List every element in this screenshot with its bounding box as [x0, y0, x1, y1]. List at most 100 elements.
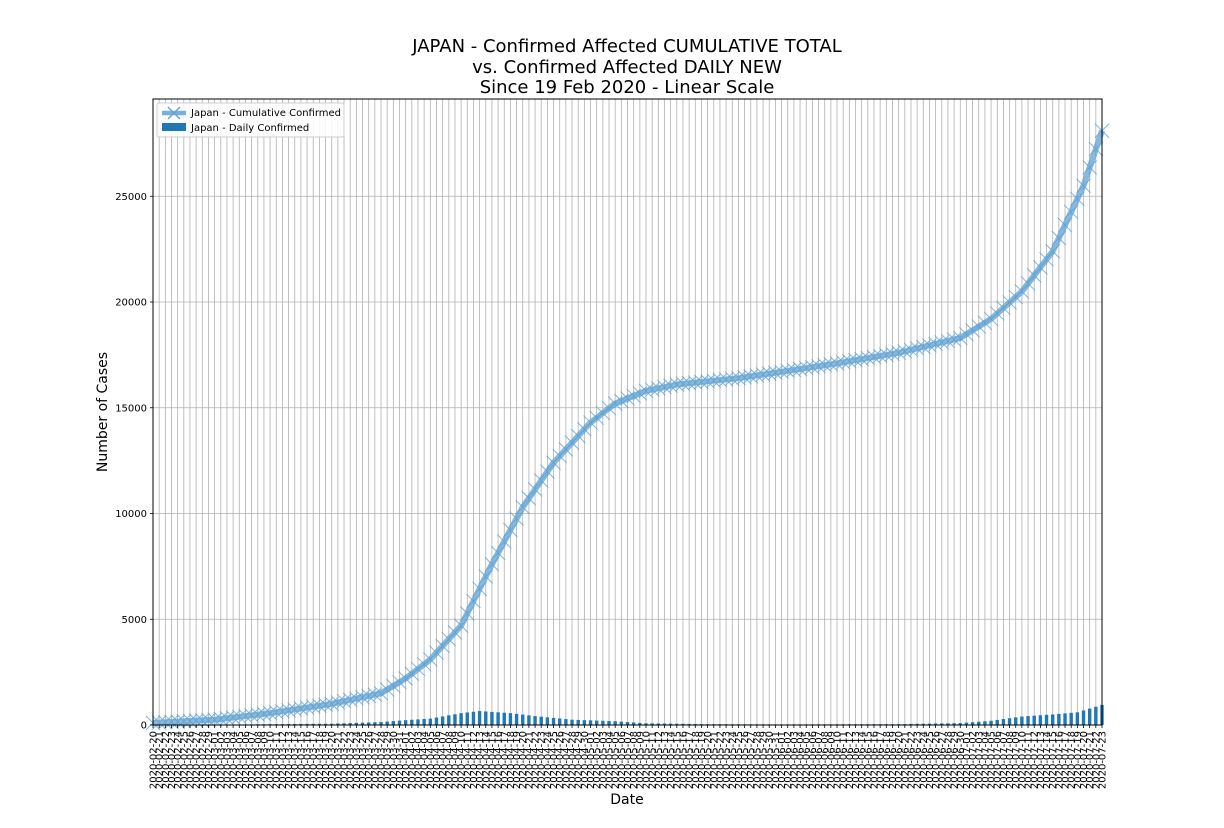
daily-bar — [1051, 714, 1055, 725]
x-tick-label: 2020-05-16 — [678, 731, 689, 789]
cumulative-point — [275, 703, 290, 719]
daily-bar — [594, 720, 599, 725]
cumulative-point — [848, 352, 863, 368]
x-tick-label: 2020-03-13 — [284, 731, 295, 789]
daily-bar — [366, 722, 371, 725]
x-tick-label: 2020-05-03 — [598, 731, 609, 789]
cumulative-point — [712, 372, 728, 388]
cumulative-point — [755, 367, 771, 382]
chart-title: JAPAN - Confirmed Affected CUMULATIVE TO… — [411, 36, 841, 98]
x-tick-label: 2020-04-15 — [487, 731, 498, 789]
daily-bar — [342, 723, 346, 725]
x-tick-label: 2020-03-25 — [358, 731, 369, 789]
x-tick-label: 2020-03-31 — [395, 731, 406, 789]
cumulative-point — [225, 710, 241, 725]
daily-bar — [650, 723, 654, 725]
x-tick-label: 2020-07-11 — [1024, 731, 1035, 789]
x-tick-label: 2020-02-20 — [149, 731, 160, 789]
daily-bar — [410, 719, 414, 725]
daily-bar — [558, 718, 562, 725]
x-tick-label: 2020-04-06 — [432, 731, 443, 789]
x-tick-label: 2020-06-19 — [888, 731, 899, 789]
y-tick-label: 10000 — [115, 509, 147, 520]
x-tick-label: 2020-03-21 — [333, 731, 344, 789]
cumulative-point — [182, 713, 198, 729]
daily-bar — [551, 717, 556, 725]
x-tick-label: 2020-04-10 — [457, 731, 468, 789]
daily-bar — [662, 723, 667, 725]
plot-frame — [152, 98, 1103, 726]
x-tick-label: 2020-02-22 — [161, 731, 172, 789]
x-tick-label: 2020-05-02 — [592, 731, 603, 789]
x-tick-label: 2020-06-11 — [839, 731, 850, 789]
x-tick-label: 2020-02-26 — [185, 731, 196, 789]
cumulative-point — [860, 350, 876, 366]
x-tick-label: 2020-05-26 — [740, 731, 751, 789]
x-tick-label: 2020-03-28 — [377, 731, 388, 789]
daily-bar — [428, 718, 432, 725]
x-tick-label: 2020-03-18 — [315, 731, 326, 789]
cumulative-point — [780, 363, 796, 379]
cumulative-point — [361, 688, 377, 704]
x-tick-label: 2020-02-23 — [167, 731, 178, 789]
daily-bar — [946, 723, 950, 725]
daily-bar — [983, 721, 987, 725]
x-tick-label: 2020-03-22 — [340, 731, 351, 789]
cumulative-point — [521, 490, 537, 506]
x-tick-label: 2020-02-24 — [173, 731, 184, 789]
x-tick-label: 2020-07-23 — [1098, 731, 1109, 789]
x-tick-label: 2020-05-24 — [728, 731, 739, 789]
cumulative-point — [416, 656, 432, 672]
daily-bar — [323, 723, 328, 725]
x-tick-label: 2020-04-01 — [401, 731, 412, 789]
cumulative-point — [601, 400, 617, 416]
daily-bar — [1087, 708, 1092, 725]
daily-bar — [336, 723, 340, 725]
x-tick-label: 2020-03-12 — [278, 731, 289, 789]
daily-bar — [1020, 716, 1024, 725]
x-tick-label: 2020-03-17 — [309, 731, 320, 789]
daily-bar — [681, 723, 685, 725]
daily-bar — [373, 722, 377, 725]
cumulative-point — [805, 359, 820, 375]
cumulative-point — [404, 666, 420, 682]
cumulative-point — [490, 545, 506, 561]
daily-bar — [533, 716, 537, 725]
x-tick-label: 2020-03-14 — [290, 731, 301, 789]
x-tick-label: 2020-03-16 — [303, 731, 314, 789]
cumulative-point — [761, 366, 777, 381]
cumulative-point — [324, 696, 340, 712]
x-tick-label: 2020-04-26 — [555, 731, 566, 789]
cumulative-point — [157, 714, 173, 730]
x-tick-label: 2020-04-14 — [481, 731, 492, 789]
cumulative-point — [312, 698, 327, 714]
daily-bar — [545, 717, 550, 725]
cumulative-point — [459, 605, 475, 621]
x-tick-label: 2020-07-18 — [1067, 731, 1078, 789]
x-tick-label: 2020-05-17 — [685, 731, 696, 789]
cumulative-point — [1063, 204, 1079, 220]
cumulative-point — [589, 410, 605, 426]
legend-daily-swatch — [162, 123, 186, 131]
cumulative-point — [1076, 178, 1091, 194]
cumulative-line — [145, 123, 1110, 731]
x-tick-label: 2020-05-25 — [734, 731, 745, 789]
daily-bar — [385, 721, 389, 725]
daily-bar — [1081, 710, 1086, 725]
x-tick-label: 2020-03-11 — [272, 731, 283, 789]
daily-bar — [631, 722, 636, 725]
cumulative-point — [829, 356, 845, 371]
daily-bar — [1069, 712, 1073, 725]
cumulative-point — [533, 473, 549, 488]
cumulative-point — [681, 375, 697, 391]
cumulative-point — [305, 699, 321, 714]
cumulative-point — [885, 346, 900, 362]
x-tick-label: 2020-02-28 — [198, 731, 209, 789]
x-tick-label: 2020-04-21 — [524, 731, 535, 789]
x-tick-label: 2020-07-12 — [1030, 731, 1041, 789]
cumulative-point — [256, 706, 272, 722]
cumulative-point — [743, 368, 759, 384]
cumulative-point — [811, 358, 826, 374]
y-tick-label: 15000 — [115, 403, 147, 414]
cumulative-point — [1014, 284, 1030, 299]
